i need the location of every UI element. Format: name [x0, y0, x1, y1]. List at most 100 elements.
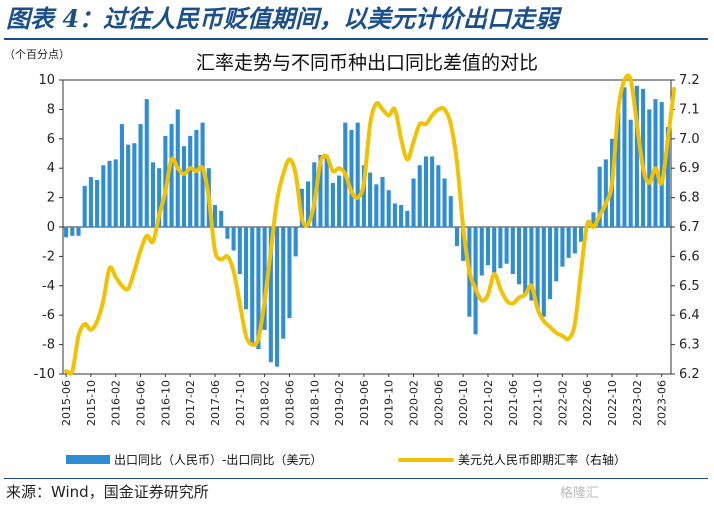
bar	[616, 112, 621, 227]
bar	[88, 177, 93, 227]
bar	[634, 85, 639, 227]
bar	[430, 156, 435, 227]
exchange-rate-line	[64, 73, 677, 376]
right-tick-label: 6.8	[679, 191, 700, 206]
bar	[628, 119, 633, 227]
bar	[659, 102, 664, 227]
x-tick-label: 2018-10	[308, 380, 321, 426]
title-rule	[4, 38, 708, 40]
left-tick-label: -8	[42, 338, 55, 353]
bar	[281, 227, 286, 339]
bar	[268, 227, 273, 363]
bar	[70, 227, 75, 236]
bar	[231, 227, 236, 251]
bar	[181, 146, 187, 227]
line-layer	[64, 73, 677, 376]
bar	[330, 182, 335, 227]
x-tick-label: 2022-06	[581, 380, 594, 426]
x-tick-label: 2017-06	[209, 380, 222, 426]
bar	[653, 99, 658, 227]
bar	[473, 227, 478, 335]
bar	[436, 165, 441, 227]
bar	[157, 168, 162, 227]
bar	[572, 227, 577, 254]
right-tick-label: 6.5	[679, 279, 700, 294]
bar	[442, 178, 447, 227]
bar	[399, 204, 404, 227]
left-tick-label: 8	[47, 102, 55, 117]
bar	[566, 227, 571, 258]
bar	[293, 227, 298, 257]
bar	[417, 165, 422, 227]
chart-svg: -10 -8 -6 -4 -2 0 2 4 6 8 10 6.2 6.3 6.4 6.5 6.6 6.7 6.8 6…	[4, 48, 700, 467]
bar	[194, 129, 199, 227]
bar	[107, 160, 112, 227]
bar	[603, 159, 608, 227]
bar	[411, 178, 416, 227]
left-tick-label: 4	[47, 161, 55, 176]
bar	[405, 210, 410, 227]
x-tick-label: 2022-02	[556, 380, 569, 426]
x-tick-label: 2021-10	[532, 380, 545, 426]
x-tick-label: 2017-10	[234, 380, 247, 426]
bar	[150, 162, 156, 227]
bar	[243, 227, 249, 310]
bar	[113, 159, 118, 227]
bar	[368, 172, 373, 227]
bar	[318, 154, 323, 227]
bar	[485, 227, 491, 266]
bar	[541, 227, 546, 317]
bar	[262, 227, 267, 330]
x-tick-label: 2019-06	[358, 380, 371, 426]
right-tick-label: 6.3	[679, 338, 700, 353]
bar	[554, 227, 559, 282]
x-tick-label: 2020-10	[457, 380, 470, 426]
x-tick-label: 2021-06	[507, 380, 520, 426]
bar	[337, 175, 342, 227]
figure-title: 图表 4：过往人民币贬值期间，以美元计价出口走弱	[6, 4, 560, 33]
bar	[64, 227, 69, 238]
bar	[374, 184, 379, 227]
x-tick-label: 2023-06	[656, 380, 669, 426]
legend-swatch-bars	[66, 455, 110, 464]
right-tick-label: 7.1	[679, 102, 700, 117]
x-tick-label: 2015-10	[85, 380, 98, 426]
right-tick-label: 6.6	[679, 249, 700, 264]
bar	[76, 227, 81, 236]
x-tick-label: 2020-02	[408, 380, 421, 426]
right-tick-label: 6.7	[679, 220, 700, 235]
bar	[132, 143, 137, 227]
right-tick-label: 7.2	[679, 73, 700, 88]
left-tick-label: 0	[47, 220, 55, 235]
left-axis-unit: （个百分点）	[4, 48, 70, 61]
bar	[200, 122, 205, 227]
x-tick-label: 2019-02	[333, 380, 346, 426]
watermark: 格隆汇	[560, 486, 600, 501]
bar	[306, 181, 311, 227]
left-tick-label: -10	[34, 367, 55, 382]
bar	[622, 87, 627, 227]
bar	[256, 227, 261, 350]
bar	[560, 227, 565, 267]
bar	[380, 177, 385, 227]
right-tick-label: 6.4	[679, 308, 700, 323]
bar	[219, 210, 224, 227]
source-note: 来源：Wind，国金证券研究所	[6, 483, 209, 501]
bar	[386, 190, 391, 227]
bar	[274, 227, 280, 367]
bar	[95, 179, 100, 227]
bar	[237, 227, 242, 275]
chart-title: 汇率走势与不同币种出口同比差值的对比	[196, 52, 538, 74]
bar	[461, 227, 466, 261]
bar	[498, 227, 503, 269]
x-tick-label: 2016-02	[110, 380, 123, 426]
bar	[212, 204, 218, 227]
left-tick-label: -6	[42, 308, 55, 323]
bar	[138, 124, 143, 227]
right-tick-label: 7.0	[679, 132, 700, 147]
x-tick-label: 2020-06	[432, 380, 445, 426]
bar	[591, 212, 596, 227]
x-tick-label: 2018-06	[283, 380, 296, 426]
x-tick-label: 2017-02	[184, 380, 197, 426]
bar	[144, 99, 149, 227]
